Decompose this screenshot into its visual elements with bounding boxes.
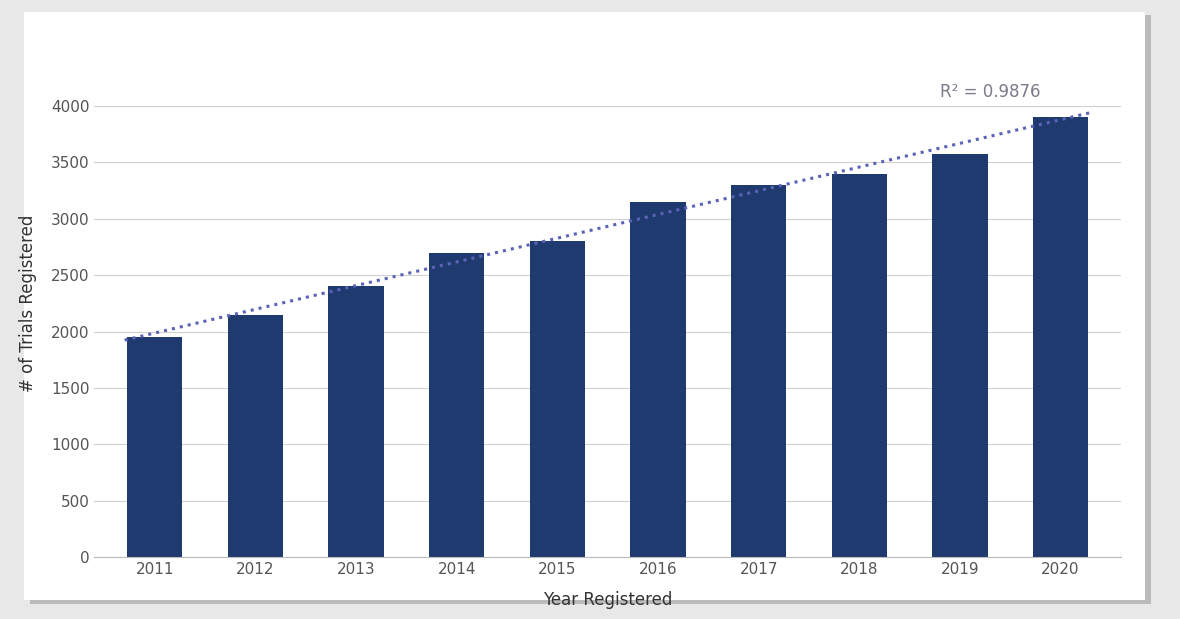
Bar: [328, 287, 384, 557]
Bar: [630, 202, 686, 557]
Text: R² = 0.9876: R² = 0.9876: [939, 83, 1041, 101]
Bar: [832, 173, 887, 557]
Bar: [127, 337, 183, 557]
Bar: [1032, 117, 1088, 557]
Bar: [932, 154, 988, 557]
Bar: [530, 241, 585, 557]
X-axis label: Year Registered: Year Registered: [543, 591, 673, 609]
Bar: [228, 314, 283, 557]
Bar: [430, 253, 485, 557]
Y-axis label: # of Trials Registered: # of Trials Registered: [19, 215, 37, 392]
Bar: [730, 185, 786, 557]
